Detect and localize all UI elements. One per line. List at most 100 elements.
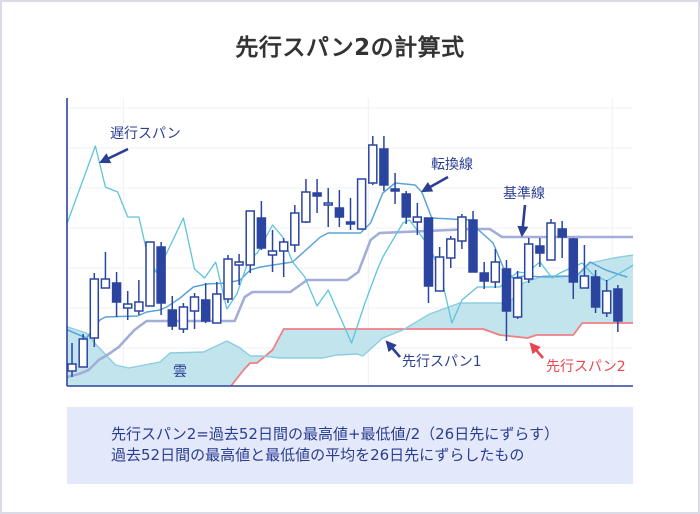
candle-body-down: [479, 272, 489, 282]
candle: [401, 191, 411, 224]
candle: [579, 245, 590, 289]
candle-body-up: [134, 301, 144, 312]
candle-body-up: [323, 202, 333, 206]
candle: [535, 238, 545, 267]
candle-body-up: [189, 296, 200, 312]
candle-body-down: [345, 221, 356, 225]
candle: [457, 214, 467, 249]
line-span2: [229, 322, 633, 386]
candle: [167, 296, 178, 330]
candle: [368, 136, 378, 185]
candle-body-up: [278, 241, 289, 252]
candle: [490, 249, 501, 288]
kumo-cloud: [67, 255, 633, 386]
candle-body-up: [178, 306, 189, 330]
annotation-cloud: 雲: [173, 364, 187, 380]
candle: [100, 252, 111, 289]
label-kijun-sen: 基準線: [503, 185, 545, 202]
arrow-icon: [421, 175, 449, 193]
candle: [245, 210, 255, 273]
candle: [334, 190, 345, 227]
candle: [590, 270, 601, 313]
candle: [301, 179, 311, 223]
candle: [267, 230, 278, 272]
candle-body-up: [412, 216, 423, 223]
candle: [212, 282, 222, 324]
candle: [557, 221, 567, 258]
annotation-chikou: 遅行スパン: [99, 126, 181, 164]
candle: [512, 271, 523, 319]
candle-body-up: [546, 222, 556, 261]
candle-body-down: [111, 282, 122, 303]
candle: [423, 217, 434, 303]
candle: [468, 211, 478, 273]
candle-body-down: [156, 246, 166, 304]
candle: [501, 260, 512, 341]
candle-body-up: [145, 241, 155, 307]
candle: [613, 285, 623, 332]
candle: [234, 254, 244, 285]
line-span1: [67, 254, 633, 369]
candle: [323, 188, 333, 227]
candle-body-down: [613, 288, 623, 322]
candle: [278, 238, 289, 277]
axes: [66, 98, 633, 387]
candle-body-down: [167, 309, 178, 327]
candle-body-up: [356, 178, 367, 230]
candle-body-up: [100, 278, 111, 289]
formula-box: 先行スパン2=過去52日間の最高値+最低値/2（26日先にずらす） 過去52日間…: [67, 407, 633, 484]
candle-body-down: [379, 148, 389, 186]
candle-body-down: [590, 276, 601, 308]
label-tenkan-sen: 転換線: [431, 157, 473, 173]
candle: [134, 280, 144, 315]
candle: [312, 179, 322, 213]
candle: [111, 272, 122, 317]
candle-body-down: [200, 299, 211, 322]
candle: [145, 241, 155, 307]
candle: [67, 343, 77, 377]
cloud-area: [67, 255, 633, 386]
candle: [546, 219, 556, 261]
candle-body-up: [245, 210, 255, 266]
candle-body-down: [312, 192, 322, 197]
candle-body-up: [212, 293, 222, 324]
annotation-kijun: 基準線: [503, 185, 545, 238]
candle: [446, 236, 456, 268]
candle-body-up: [234, 261, 244, 266]
ichimoku-chart: 遅行スパン 転換線 基準線 先行スパン1 先行スパン2 雲: [66, 98, 633, 387]
candle-body-up: [67, 363, 77, 372]
candle: [390, 173, 400, 204]
formula-line: 先行スパン2=過去52日間の最高値+最低値/2（26日先にずらす）: [111, 425, 560, 443]
arrow-icon: [99, 147, 129, 164]
annotation-span2: 先行スパン2: [529, 342, 626, 375]
candle-body-up: [434, 256, 445, 292]
candle: [156, 242, 166, 315]
annotations: 遅行スパン 転換線 基準線 先行スパン1 先行スパン2 雲: [99, 126, 626, 380]
label-chikou-span: 遅行スパン: [110, 126, 181, 142]
arrow-icon: [385, 340, 401, 358]
candle-body-up: [490, 261, 501, 283]
candle: [379, 136, 389, 191]
candle-body-up: [89, 278, 100, 339]
candle: [89, 273, 100, 347]
label-cloud: 雲: [173, 364, 187, 380]
candle-body-down: [390, 188, 400, 192]
candle: [122, 291, 133, 320]
candle-body-down: [568, 238, 579, 283]
candle: [178, 303, 189, 333]
candle-body-up: [290, 212, 300, 246]
candlesticks: [67, 136, 623, 377]
line-kijun: [67, 227, 633, 379]
candle-body-down: [401, 193, 411, 218]
candle: [568, 238, 579, 299]
candle: [523, 238, 534, 283]
candle-body-up: [267, 250, 278, 256]
candle-body-down: [423, 217, 434, 287]
candle-body-down: [535, 245, 545, 254]
candle: [356, 178, 367, 230]
candle-body-up: [601, 290, 612, 314]
candle: [223, 255, 233, 303]
arrow-icon: [517, 204, 529, 238]
candle-body-down: [334, 207, 345, 218]
